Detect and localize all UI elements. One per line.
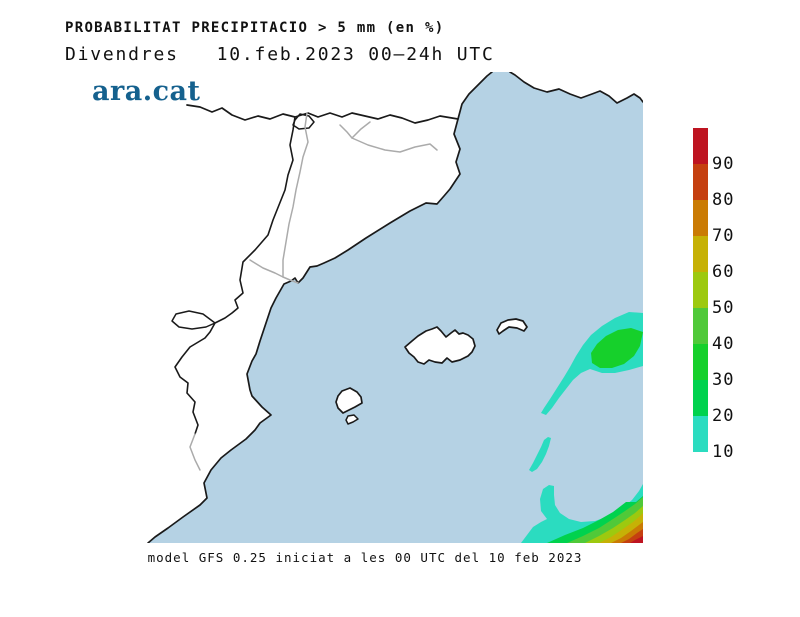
precipitation-map xyxy=(147,72,643,543)
border-pyrenees xyxy=(186,104,459,124)
precip-patch-ne-inner-20pct xyxy=(591,328,643,368)
scale-label-80: 80 xyxy=(712,190,735,210)
ara-cat-logo: ara.cat xyxy=(92,76,201,107)
scale-label-70: 70 xyxy=(712,226,735,246)
scale-label-30: 30 xyxy=(712,370,735,390)
coastline-france xyxy=(509,72,643,104)
sea xyxy=(148,72,643,543)
scale-label-10: 10 xyxy=(712,442,735,462)
border-andorra xyxy=(292,113,315,130)
island-formentera xyxy=(345,414,359,425)
border-aragon-gray xyxy=(282,112,309,284)
island-menorca xyxy=(496,318,528,335)
scale-segment-50 xyxy=(693,272,708,308)
scale-segment-90 xyxy=(693,128,708,164)
scale-label-90: 90 xyxy=(712,154,735,174)
border-south-gray xyxy=(189,433,201,471)
scale-segment-20 xyxy=(693,380,708,416)
precip-streak-10pct xyxy=(529,437,551,472)
scale-segment-10 xyxy=(693,416,708,452)
border-west-catalonia xyxy=(174,116,296,435)
island-mallorca xyxy=(404,326,476,365)
enclave-outline xyxy=(171,310,216,330)
scale-segment-30 xyxy=(693,344,708,380)
page-subtitle: Divendres 10.feb.2023 00–24h UTC xyxy=(65,44,495,65)
precip-corner-90pct xyxy=(630,536,643,543)
border-france-gray-branch xyxy=(351,121,371,139)
scale-segment-70 xyxy=(693,200,708,236)
probability-color-scale xyxy=(693,128,708,452)
scale-label-60: 60 xyxy=(712,262,735,282)
island-ibiza xyxy=(335,387,363,414)
scale-segment-40 xyxy=(693,308,708,344)
scale-label-20: 20 xyxy=(712,406,735,426)
scale-label-50: 50 xyxy=(712,298,735,318)
border-gray-branch xyxy=(249,259,284,278)
border-france-gray xyxy=(339,124,438,153)
scale-segment-80 xyxy=(693,164,708,200)
model-run-caption: model GFS 0.25 iniciat a les 00 UTC del … xyxy=(147,550,583,565)
scale-segment-60 xyxy=(693,236,708,272)
page-title: PROBABILITAT PRECIPITACIO > 5 mm (en %) xyxy=(65,20,445,36)
scale-label-40: 40 xyxy=(712,334,735,354)
coastline-iberia xyxy=(147,72,493,543)
